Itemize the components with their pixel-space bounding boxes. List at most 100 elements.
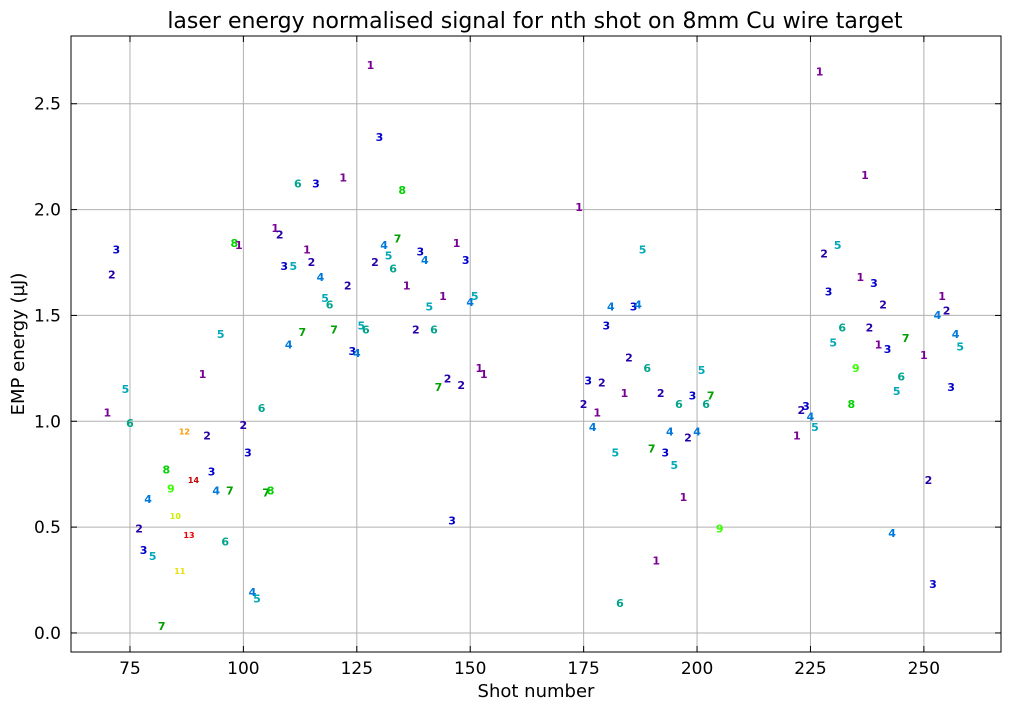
data-point: 6 [326, 298, 334, 311]
data-point: 1 [339, 171, 347, 184]
data-point: 1 [857, 271, 865, 284]
data-point: 1 [453, 237, 461, 250]
data-point: 2 [625, 351, 633, 364]
data-point: 4 [212, 485, 220, 498]
data-point: 4 [607, 300, 615, 313]
data-point: 2 [344, 279, 352, 292]
data-point: 2 [135, 523, 143, 536]
data-point: 3 [244, 447, 252, 460]
data-point: 7 [158, 620, 166, 633]
data-point: 6 [838, 322, 846, 335]
data-point: 3 [584, 375, 592, 388]
data-point: 1 [235, 239, 243, 252]
data-point: 1 [938, 290, 946, 303]
data-point: 4 [144, 493, 152, 506]
data-point: 5 [834, 239, 842, 252]
data-point: 6 [675, 398, 683, 411]
data-point: 3 [113, 243, 121, 256]
data-point: 1 [875, 339, 883, 352]
data-point: 5 [471, 290, 479, 303]
data-point: 5 [956, 341, 964, 354]
grid-lines [71, 36, 1001, 652]
data-point: 3 [802, 400, 810, 413]
data-point: 3 [929, 578, 937, 591]
data-point: 5 [122, 383, 130, 396]
data-point: 9 [852, 362, 860, 375]
data-point: 7 [394, 233, 402, 246]
data-point: 1 [199, 368, 207, 381]
data-point: 1 [680, 491, 688, 504]
data-point: 3 [884, 343, 892, 356]
y-tick-label: 2.0 [34, 201, 61, 221]
data-point: 5 [639, 243, 647, 256]
data-point: 4 [317, 271, 325, 284]
data-point: 5 [671, 459, 679, 472]
data-point: 4 [421, 254, 429, 267]
data-point: 8 [267, 485, 275, 498]
data-point: 1 [652, 554, 660, 567]
data-point: 6 [897, 370, 905, 383]
data-point: 2 [276, 228, 284, 241]
y-tick-label: 0.0 [34, 624, 61, 644]
data-point: 5 [358, 320, 366, 333]
data-point: 2 [444, 372, 452, 385]
y-tick-label: 1.0 [34, 412, 61, 432]
data-point: 2 [879, 298, 887, 311]
data-point: 6 [616, 597, 624, 610]
x-axis-label: Shot number [478, 681, 595, 702]
data-point: 3 [140, 544, 148, 557]
data-point: 2 [798, 404, 806, 417]
chart-title: laser energy normalised signal for nth s… [167, 9, 903, 34]
data-point: 1 [403, 279, 411, 292]
data-point: 3 [630, 300, 638, 313]
data-point: 8 [847, 398, 855, 411]
data-point: 5 [385, 250, 393, 263]
data-point: 1 [475, 362, 483, 375]
data-point: 5 [253, 593, 261, 606]
data-point: 5 [698, 364, 706, 377]
data-point: 13 [183, 531, 194, 540]
data-point: 3 [208, 466, 216, 479]
data-point: 1 [303, 243, 311, 256]
data-point: 5 [811, 421, 819, 434]
data-point: 4 [466, 296, 474, 309]
data-point: 5 [217, 328, 225, 341]
data-point: 6 [389, 262, 397, 275]
data-point: 6 [221, 535, 229, 548]
data-point: 8 [162, 463, 170, 476]
data-point: 14 [188, 476, 200, 485]
data-point: 7 [707, 389, 715, 402]
data-point: 2 [657, 387, 665, 400]
data-point: 10 [170, 512, 182, 521]
data-point: 7 [226, 485, 234, 498]
data-point: 3 [348, 345, 356, 358]
data-point: 5 [893, 385, 901, 398]
data-point: 8 [230, 237, 238, 250]
data-point: 5 [321, 292, 329, 305]
data-point: 2 [580, 398, 588, 411]
data-point: 2 [684, 432, 692, 445]
data-point: 7 [262, 487, 270, 500]
data-point: 4 [888, 527, 896, 540]
data-point: 7 [435, 381, 443, 394]
data-point: 2 [108, 269, 116, 282]
data-point: 1 [103, 406, 111, 419]
data-point: 1 [439, 290, 447, 303]
data-point: 4 [634, 298, 642, 311]
data-point: 2 [371, 256, 379, 269]
x-tick-label: 250 [908, 659, 940, 679]
data-marks: 1235623457891011121314123456781234567812… [103, 59, 964, 633]
x-tick-label: 100 [227, 659, 259, 679]
data-point: 1 [271, 222, 279, 235]
data-point: 3 [689, 389, 697, 402]
data-point: 3 [448, 514, 456, 527]
data-point: 6 [643, 362, 651, 375]
data-point: 3 [280, 260, 288, 273]
data-point: 4 [353, 347, 361, 360]
data-point: 9 [716, 523, 724, 536]
data-point: 4 [666, 425, 674, 438]
data-point: 4 [934, 309, 942, 322]
data-point: 3 [947, 381, 955, 394]
data-point: 5 [612, 447, 620, 460]
